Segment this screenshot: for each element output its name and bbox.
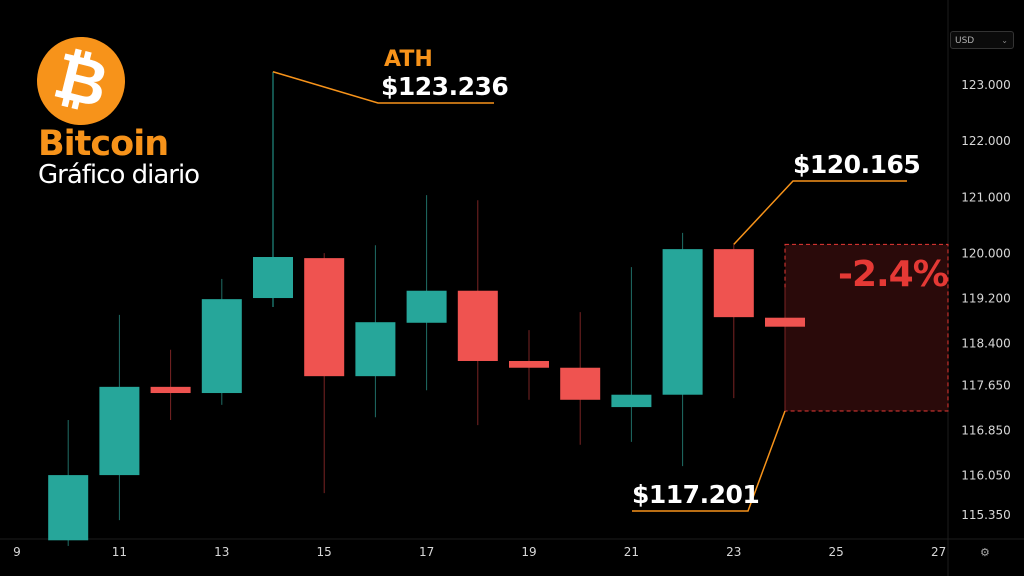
range-high-label: $120.165 — [793, 150, 921, 179]
x-tick-label: 11 — [112, 545, 127, 559]
y-tick-label: 122.000 — [961, 134, 1011, 148]
range-low-label: $117.201 — [632, 480, 760, 509]
y-tick-label: 123.000 — [961, 78, 1011, 92]
candle-body — [150, 386, 191, 394]
candle-body — [48, 475, 89, 541]
settings-gear-icon[interactable]: ⚙ — [980, 547, 990, 559]
candle-body — [611, 394, 652, 408]
ath-leader-line — [272, 71, 494, 104]
candle-body — [355, 322, 396, 377]
candle-body — [509, 360, 549, 368]
x-tick-label: 9 — [13, 545, 21, 559]
y-tick-label: 116.050 — [961, 469, 1011, 483]
candle — [457, 200, 498, 426]
candle — [304, 253, 345, 494]
currency-select[interactable]: USD ⌄ — [950, 31, 1014, 49]
candle-body — [765, 317, 805, 327]
x-tick-label: 25 — [829, 545, 844, 559]
candle — [355, 245, 396, 418]
candle-body — [406, 290, 447, 323]
candle — [253, 71, 293, 308]
x-tick-label: 21 — [624, 545, 639, 559]
x-tick-label: 17 — [419, 545, 434, 559]
candle — [201, 278, 242, 405]
candle — [99, 314, 140, 521]
y-tick-label: 118.400 — [961, 337, 1011, 351]
candle — [765, 287, 805, 411]
candle-body — [99, 386, 140, 476]
x-tick-label: 23 — [726, 545, 741, 559]
chart-subtitle: Gráfico diario — [38, 160, 200, 190]
y-tick-label: 116.850 — [961, 424, 1011, 438]
x-tick-label: 19 — [521, 545, 536, 559]
y-tick-label: 120.000 — [961, 247, 1011, 261]
candle — [611, 267, 652, 442]
candle — [560, 312, 601, 445]
x-tick-label: 15 — [317, 545, 332, 559]
y-tick-label: 117.650 — [961, 379, 1011, 393]
candle — [48, 420, 89, 546]
candle — [662, 232, 703, 467]
range-change-label: -2.4% — [838, 254, 949, 295]
ath-label: ATH — [384, 47, 433, 72]
x-tick-label: 27 — [931, 545, 946, 559]
candle-body — [253, 257, 293, 299]
candle-body — [304, 258, 345, 377]
chevron-down-icon: ⌄ — [1001, 36, 1008, 45]
candle-body — [201, 299, 242, 394]
high-leader-line — [733, 180, 907, 245]
candle — [713, 244, 754, 399]
currency-value: USD — [955, 36, 975, 46]
x-tick-label: 13 — [214, 545, 229, 559]
candle — [150, 349, 191, 421]
candle — [406, 195, 447, 391]
y-tick-label: 121.000 — [961, 190, 1011, 204]
chart-title: Bitcoin — [38, 124, 169, 164]
candle — [509, 330, 549, 400]
y-tick-label: 119.200 — [961, 292, 1011, 306]
candle-body — [713, 249, 754, 318]
candle-body — [560, 367, 601, 400]
low-leader-line — [632, 410, 786, 512]
candle-body — [457, 290, 498, 361]
ath-value-label: $123.236 — [381, 72, 509, 101]
y-tick-label: 115.350 — [961, 508, 1011, 522]
candle-body — [662, 249, 703, 395]
